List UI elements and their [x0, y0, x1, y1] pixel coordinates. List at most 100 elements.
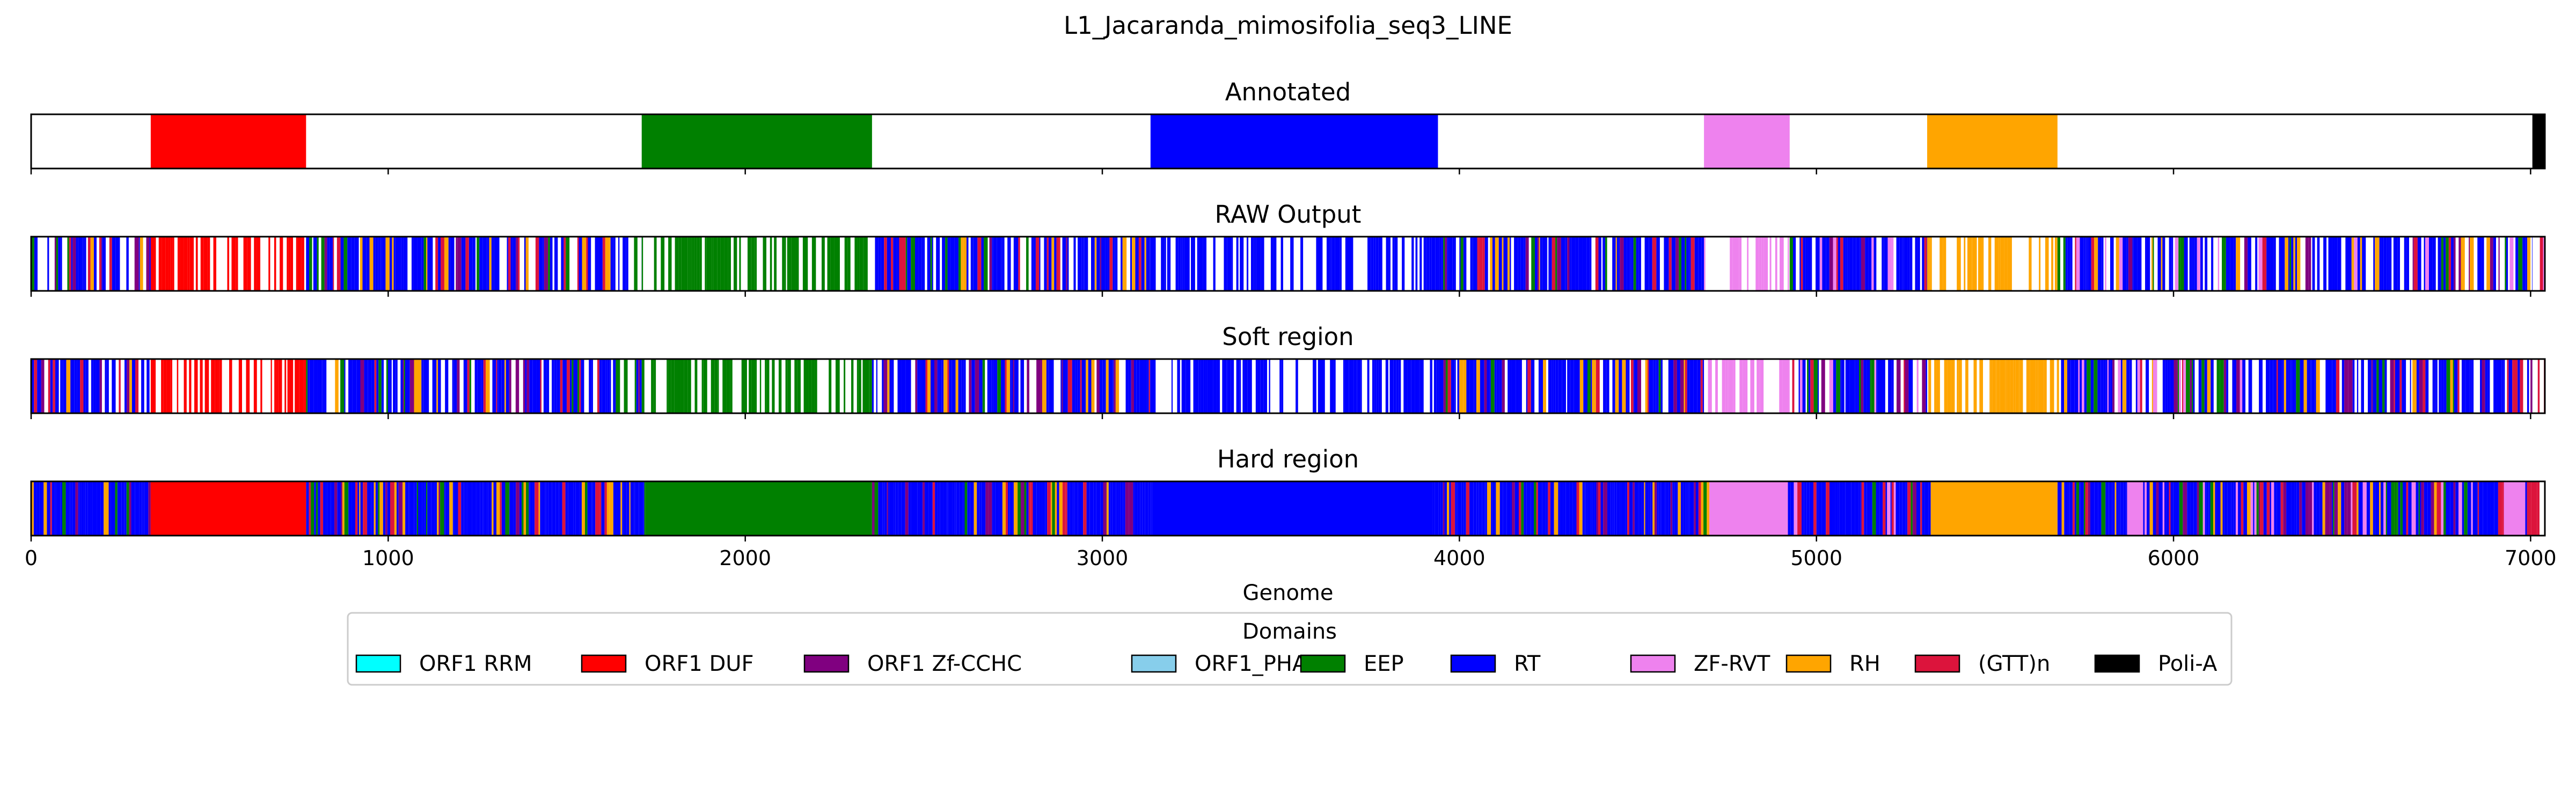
domain-stripe [364, 359, 368, 413]
domain-stripe [481, 359, 484, 413]
domain-stripe [1803, 237, 1806, 291]
domain-stripe [564, 237, 566, 291]
domain-stripe [1081, 237, 1084, 291]
domain-stripe [718, 359, 719, 413]
domain-stripe [2424, 481, 2428, 536]
domain-stripe [2397, 359, 2400, 413]
legend-title: Domains [1242, 619, 1337, 644]
domain-stripe [1510, 237, 1511, 291]
domain-stripe [2090, 481, 2095, 536]
domain-stripe [177, 237, 180, 291]
domain-stripe [1598, 237, 1601, 291]
domain-stripe [985, 481, 989, 536]
domain-stripe [213, 237, 216, 291]
domain-stripe [2266, 481, 2270, 536]
domain-stripe [309, 359, 314, 413]
chart-title: L1_Jacaranda_mimosifolia_seq3_LINE [1064, 11, 1512, 40]
domain-stripe [1763, 237, 1768, 291]
domain-stripe [577, 359, 580, 413]
domain-stripe [2080, 481, 2084, 536]
domain-stripe [1611, 481, 1613, 536]
domain-stripe [1490, 237, 1493, 291]
domain-stripe [1094, 237, 1097, 291]
domain-stripe [1841, 359, 1845, 413]
domain-stripe [864, 237, 868, 291]
domain-stripe [2135, 359, 2138, 413]
domain-stripe [1849, 359, 1853, 413]
domain-stripe [1649, 237, 1652, 291]
domain-stripe [811, 359, 815, 413]
domain-stripe [2180, 237, 2184, 291]
domain-stripe [552, 481, 556, 536]
domain-stripe [368, 359, 372, 413]
domain-stripe [941, 359, 944, 413]
domain-segment [1927, 114, 2058, 169]
domain-stripe [579, 481, 582, 536]
domain-stripe [2076, 481, 2080, 536]
domain-stripe [1836, 359, 1841, 413]
domain-stripe [2358, 481, 2363, 536]
domain-stripe [2404, 237, 2406, 291]
domain-stripe [1088, 359, 1092, 413]
domain-stripe [1009, 481, 1013, 536]
domain-stripe [2450, 481, 2454, 536]
domain-stripe [1539, 237, 1540, 291]
domain-stripe [560, 359, 563, 413]
domain-stripe [1128, 359, 1131, 413]
domain-stripe [313, 359, 318, 413]
domain-stripe [1222, 359, 1227, 413]
domain-stripe [2307, 359, 2311, 413]
domain-stripe [327, 481, 331, 536]
domain-stripe [1789, 237, 1793, 291]
domain-stripe [1051, 237, 1055, 291]
domain-stripe [1487, 481, 1491, 536]
domain-stripe [887, 359, 890, 413]
domain-stripe [483, 359, 486, 413]
domain-stripe [1125, 481, 1129, 536]
domain-stripe [246, 359, 250, 413]
domain-stripe [2074, 359, 2079, 413]
domain-stripe [1253, 237, 1255, 291]
domain-stripe [475, 481, 477, 536]
domain-stripe [76, 237, 78, 291]
domain-stripe [1260, 359, 1264, 413]
domain-stripe [2420, 481, 2421, 536]
domain-stripe [2300, 359, 2304, 413]
domain-stripe [835, 359, 840, 413]
domain-stripe [243, 237, 247, 291]
domain-segment [1704, 114, 1790, 169]
domain-stripe [2116, 237, 2119, 291]
domain-stripe [887, 481, 888, 536]
domain-stripe [1775, 237, 1777, 291]
domain-stripe [1792, 237, 1796, 291]
domain-stripe [2432, 359, 2435, 413]
domain-stripe [1579, 481, 1583, 536]
domain-stripe [2128, 237, 2133, 291]
domain-stripe [1367, 237, 1371, 291]
domain-stripe [2287, 481, 2292, 536]
domain-stripe [714, 359, 718, 413]
domain-stripe [381, 359, 384, 413]
domain-stripe [1701, 237, 1704, 291]
domain-stripe [882, 481, 884, 536]
domain-stripe [289, 359, 294, 413]
domain-stripe [1666, 481, 1668, 536]
domain-stripe [1147, 359, 1149, 413]
domain-stripe [1817, 359, 1819, 413]
domain-stripe [2204, 359, 2207, 413]
domain-stripe [1333, 359, 1336, 413]
domain-stripe [1633, 237, 1636, 291]
domain-stripe [467, 481, 472, 536]
domain-stripe [1115, 237, 1118, 291]
domain-stripe [1596, 481, 1598, 536]
domain-stripe [1062, 359, 1063, 413]
domain-stripe [2179, 481, 2183, 536]
domain-stripe [2423, 359, 2426, 413]
domain-stripe [1146, 237, 1150, 291]
domain-stripe [2118, 359, 2121, 413]
domain-stripe [1036, 359, 1041, 413]
domain-stripe [1027, 359, 1029, 413]
domain-stripe [2278, 359, 2280, 413]
domain-stripe [2296, 481, 2300, 536]
domain-stripe [668, 359, 671, 413]
